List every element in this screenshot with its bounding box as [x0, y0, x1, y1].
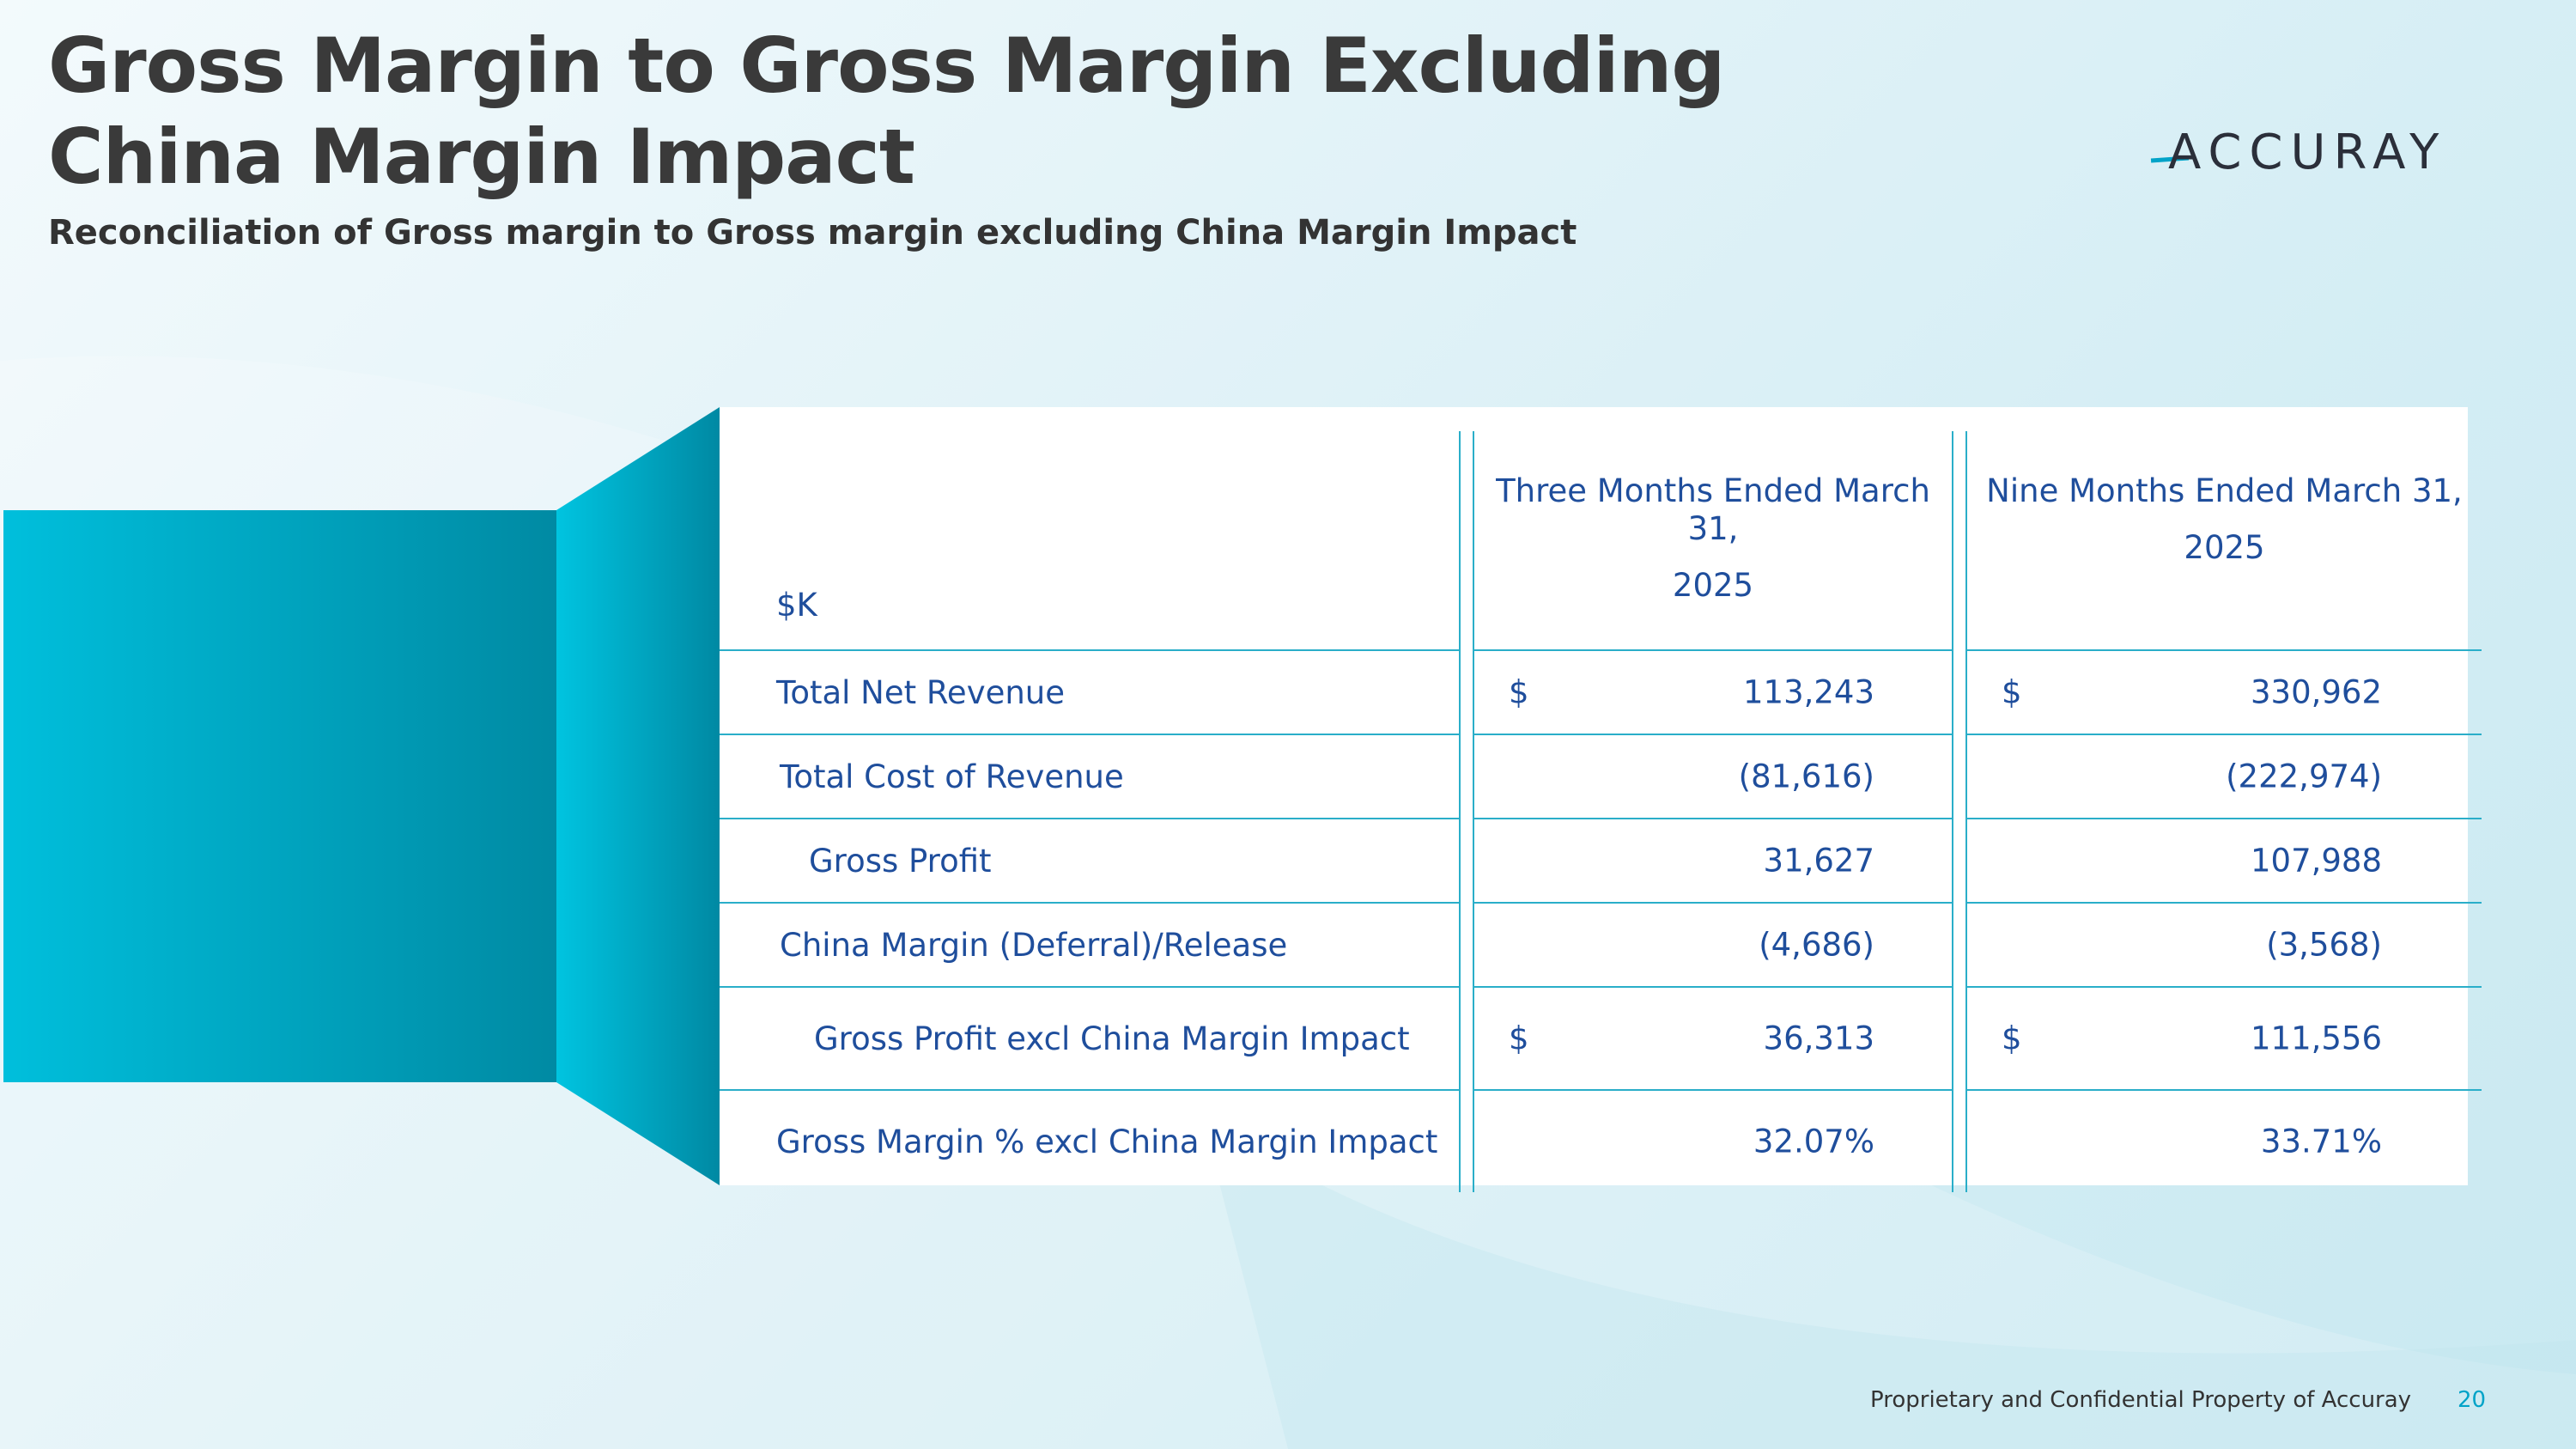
- row-label: Total Cost of Revenue: [720, 734, 1460, 819]
- column-header-nine-months: Nine Months Ended March 31, 2025: [1966, 431, 2482, 650]
- three-month-cell: 32.07%: [1473, 1089, 1953, 1192]
- three-month-cell: (4,686): [1473, 902, 1953, 987]
- three-month-cell: 31,627: [1473, 818, 1953, 903]
- column-year: 2025: [2184, 529, 2265, 566]
- currency-symbol: $: [1509, 1020, 1529, 1057]
- nine-month-cell: 33.71%: [1966, 1089, 2482, 1192]
- column-period: Nine Months Ended March 31,: [1986, 472, 2463, 509]
- table-header-row: $K Three Months Ended March 31, 2025 Nin…: [720, 431, 2482, 650]
- decorative-3d-panel: [3, 407, 720, 1185]
- cell-value: (222,974): [2226, 758, 2382, 795]
- cell-value: 33.71%: [2260, 1123, 2382, 1160]
- cell-value: 111,556: [2250, 1020, 2382, 1057]
- column-divider: [1952, 431, 1967, 650]
- three-month-cell: $ 36,313: [1473, 986, 1953, 1090]
- nine-month-cell: (3,568): [1966, 902, 2482, 987]
- cell-value: 31,627: [1763, 842, 1874, 880]
- footer-confidentiality: Proprietary and Confidential Property of…: [1870, 1387, 2412, 1413]
- table-row: Gross Profit 31,627 107,988: [720, 818, 2482, 903]
- page-number: 20: [2458, 1387, 2487, 1413]
- column-divider: [1952, 1090, 1967, 1192]
- currency-symbol: $: [2002, 1020, 2022, 1057]
- row-label: Gross Margin % excl China Margin Impact: [720, 1089, 1460, 1192]
- row-label: China Margin (Deferral)/Release: [720, 902, 1460, 987]
- cell-value: 330,962: [2250, 673, 2382, 711]
- cell-value: 36,313: [1763, 1020, 1874, 1057]
- row-label: Gross Profit excl China Margin Impact: [720, 986, 1460, 1090]
- nine-month-cell: (222,974): [1966, 734, 2482, 819]
- column-divider: [1952, 734, 1967, 819]
- table-row: Total Cost of Revenue (81,616) (222,974): [720, 734, 2482, 819]
- page-subtitle: Reconciliation of Gross margin to Gross …: [48, 213, 1577, 253]
- table-row: Total Net Revenue $ 113,243 $ 330,962: [720, 649, 2482, 734]
- column-year: 2025: [1672, 567, 1754, 604]
- logo-text: ACCURAY: [2168, 125, 2447, 180]
- column-period: Three Months Ended March 31,: [1496, 472, 1930, 547]
- currency-symbol: $: [1509, 673, 1529, 711]
- cell-value: (4,686): [1759, 926, 1874, 964]
- column-divider: [1459, 650, 1474, 734]
- currency-symbol: $: [2002, 673, 2022, 711]
- three-month-cell: (81,616): [1473, 734, 1953, 819]
- cell-value: 32.07%: [1753, 1123, 1874, 1160]
- row-label: Gross Profit: [720, 818, 1460, 903]
- cell-value: 107,988: [2250, 842, 2382, 880]
- column-divider: [1459, 819, 1474, 903]
- column-divider: [1952, 987, 1967, 1090]
- cell-value: (3,568): [2266, 926, 2382, 964]
- column-divider: [1952, 650, 1967, 734]
- table-row: Gross Margin % excl China Margin Impact …: [720, 1089, 2482, 1192]
- reconciliation-table-panel: $K Three Months Ended March 31, 2025 Nin…: [720, 407, 2482, 1192]
- nine-month-cell: 107,988: [1966, 818, 2482, 903]
- column-divider: [1952, 819, 1967, 903]
- table-row: China Margin (Deferral)/Release (4,686) …: [720, 902, 2482, 987]
- column-divider: [1952, 903, 1967, 987]
- row-label: Total Net Revenue: [720, 649, 1460, 734]
- nine-month-cell: $ 111,556: [1966, 986, 2482, 1090]
- column-divider: [1459, 987, 1474, 1090]
- nine-month-cell: $ 330,962: [1966, 649, 2482, 734]
- cell-value: 113,243: [1742, 673, 1874, 711]
- reconciliation-table: $K Three Months Ended March 31, 2025 Nin…: [720, 431, 2482, 1192]
- column-divider: [1459, 734, 1474, 819]
- cell-value: (81,616): [1738, 758, 1874, 795]
- table-row: Gross Profit excl China Margin Impact $ …: [720, 986, 2482, 1090]
- three-month-cell: $ 113,243: [1473, 649, 1953, 734]
- column-divider: [1459, 431, 1474, 650]
- accuray-logo: ACCURAY: [2150, 125, 2460, 180]
- unit-label: $K: [776, 587, 817, 624]
- column-header-three-months: Three Months Ended March 31, 2025: [1473, 431, 1953, 650]
- page-title: Gross Margin to Gross Margin Excluding C…: [48, 21, 1725, 201]
- column-divider: [1459, 903, 1474, 987]
- column-divider: [1459, 1090, 1474, 1192]
